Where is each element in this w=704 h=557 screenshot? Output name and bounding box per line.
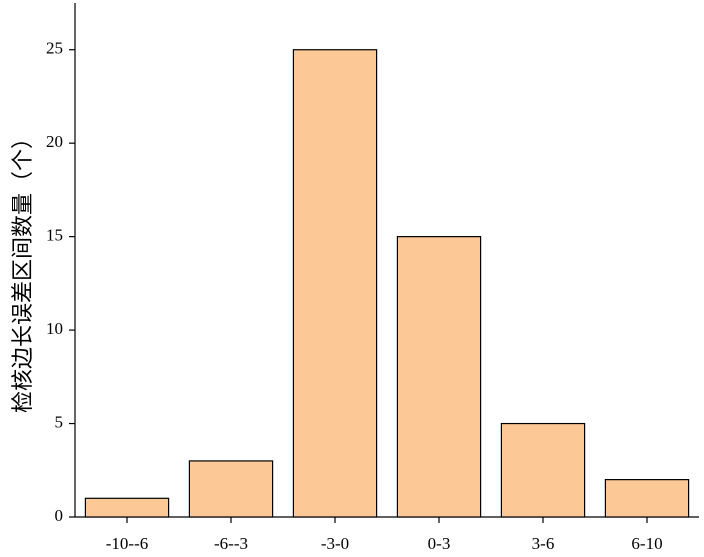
x-tick-label: -6--3 [214,534,248,553]
y-axis-label: 检核边长误差区间数量（个） [11,127,36,413]
bar [292,49,378,518]
bar [604,479,690,518]
y-tick-label: 5 [55,412,64,431]
y-tick-label: 0 [55,506,64,525]
x-tick-label: -10--6 [106,534,148,553]
bar [84,497,170,518]
y-tick-label: 25 [46,39,63,58]
bar [500,422,586,518]
x-tick-label: 6-10 [631,534,662,553]
y-tick-label: 20 [46,132,63,151]
x-tick-label: -3-0 [321,534,349,553]
bar [396,236,482,518]
y-tick-label: 15 [46,226,63,245]
bar [188,460,274,518]
y-tick-label: 10 [46,319,63,338]
x-tick-label: 0-3 [428,534,451,553]
x-tick-label: 3-6 [532,534,555,553]
